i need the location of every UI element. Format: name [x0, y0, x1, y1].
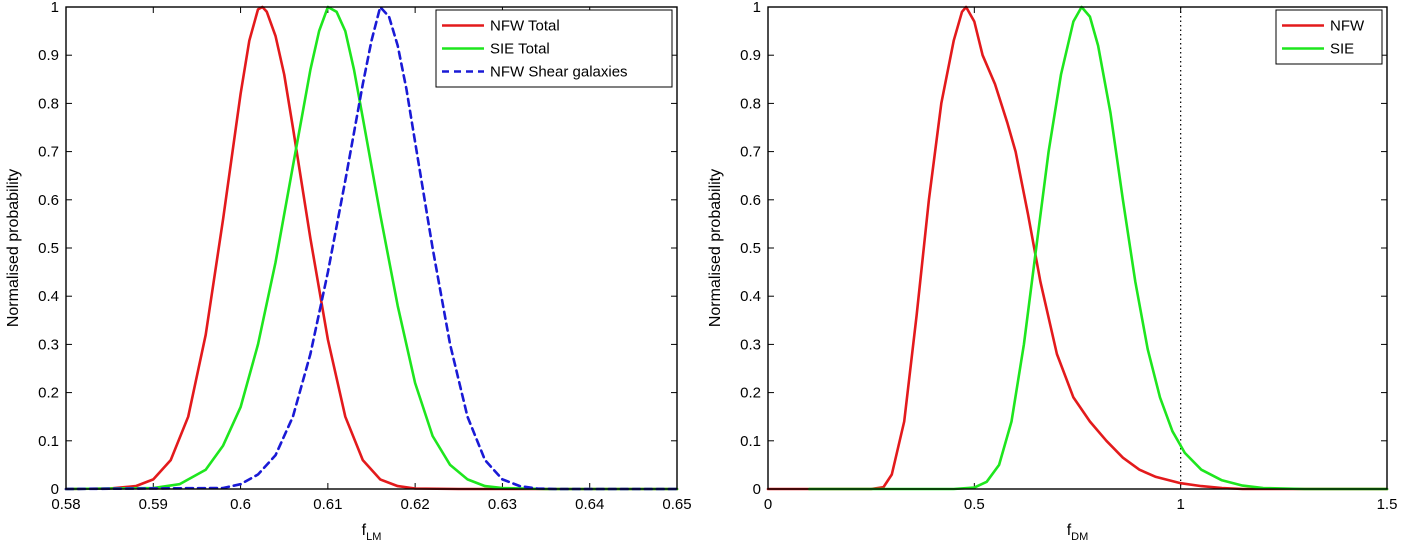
y-tick-label: 1	[51, 0, 59, 16]
y-tick-label: 0.9	[740, 47, 761, 64]
y-axis-label: Normalised probability	[707, 169, 724, 327]
y-tick-label: 0.6	[740, 192, 761, 209]
y-tick-label: 0.2	[38, 385, 59, 402]
y-tick-label: 0.1	[38, 433, 59, 450]
left-chart-panel: 0.58 0.59 0.6 0.61 0.62 0.63 0.64 0.6500.10.20.…	[5, 0, 692, 543]
legend-label: SIE Total	[490, 41, 550, 58]
y-tick-label: 0.9	[38, 47, 59, 64]
y-tick-label: 0.8	[38, 95, 59, 112]
y-tick-label: 0.8	[740, 95, 761, 112]
x-axis-label: fLM	[362, 522, 382, 543]
axes-frame	[767, 6, 1388, 490]
legend-box	[1275, 9, 1383, 65]
y-tick-label: 0.5	[740, 240, 761, 257]
x-tick-label: 0.63	[488, 496, 517, 513]
x-tick-label: 0.5	[964, 496, 985, 513]
x-tick-label: 0	[764, 496, 772, 513]
y-tick-label: 0.6	[38, 192, 59, 209]
x-tick-label: 0.58	[51, 496, 80, 513]
y-tick-label: 1	[753, 0, 761, 16]
right-chart-panel: 0 0.5 1 1.5 0 0.1 0.2 0.3 0.4 0.5 0.6 0.7 0.8 0.9 1 fDM…	[707, 0, 1397, 543]
legend-label: NFW Shear galaxies	[490, 64, 628, 81]
series-line-sie	[807, 5, 1389, 491]
y-tick-label: 0.1	[740, 433, 761, 450]
y-tick-label: 0.3	[38, 336, 59, 353]
y-tick-label: 0.7	[38, 144, 59, 161]
x-tick-label: 0.65	[662, 496, 691, 513]
x-tick-label: 0.62	[401, 496, 430, 513]
y-tick-label: 0	[753, 481, 761, 498]
series-line-sie-total	[64, 5, 679, 491]
y-tick-label: 0.4	[38, 288, 59, 305]
x-tick-label: 0.59	[139, 496, 168, 513]
y-axis-label: Normalised probability	[5, 169, 22, 327]
legend-label: NFW Total	[490, 18, 560, 35]
y-tick-label: 0	[51, 481, 59, 498]
y-tick-label: 0.5	[38, 240, 59, 257]
axes-frame	[65, 6, 678, 490]
x-tick-label: 1	[1176, 496, 1184, 513]
y-tick-label: 0.3	[740, 336, 761, 353]
x-tick-label: 0.6	[230, 496, 251, 513]
plot-area	[768, 7, 1387, 489]
y-tick-label: 0.2	[740, 385, 761, 402]
series-line-nfw	[766, 5, 1389, 491]
legend-label: SIE	[1330, 41, 1354, 58]
series-line-nfw-shear-galaxies	[64, 5, 679, 491]
x-tick-label: 0.64	[575, 496, 604, 513]
x-tick-label: 0.61	[313, 496, 342, 513]
y-tick-label: 0.4	[740, 288, 761, 305]
x-axis-label: fDM	[1067, 522, 1089, 543]
y-tick-label: 0.7	[740, 144, 761, 161]
legend-label: NFW	[1330, 18, 1365, 35]
x-tick-label: 1.5	[1377, 496, 1398, 513]
series-line-nfw-total	[64, 5, 679, 491]
